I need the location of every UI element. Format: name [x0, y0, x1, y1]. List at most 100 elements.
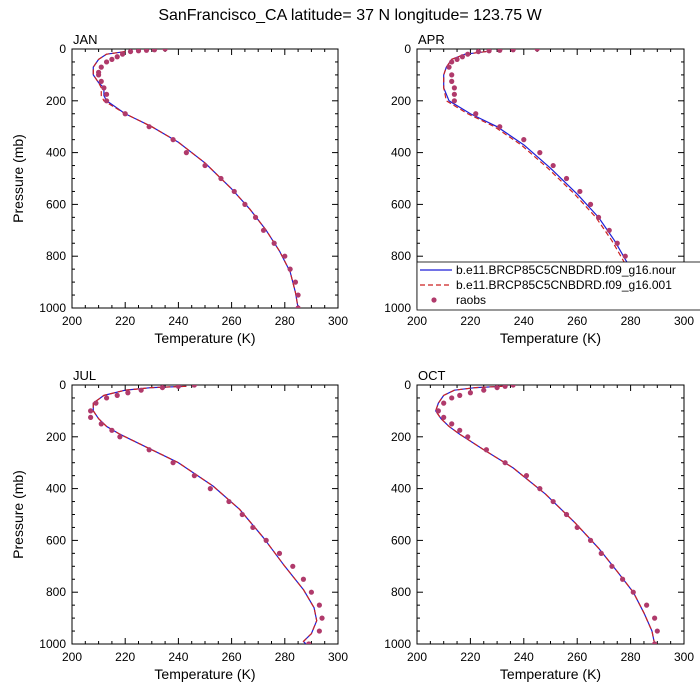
raobs-point — [652, 641, 658, 644]
y-tick-label: 200 — [391, 430, 411, 444]
raobs-point — [494, 385, 500, 391]
raobs-point — [441, 400, 447, 406]
x-tick-label: 260 — [567, 314, 587, 328]
x-tick-label: 200 — [407, 314, 427, 328]
y-tick-label: 600 — [46, 197, 66, 211]
raobs-point — [521, 137, 527, 143]
raobs-point — [282, 253, 288, 259]
raobs-point — [622, 253, 628, 259]
plot-frame — [416, 384, 685, 645]
raobs-point — [598, 550, 604, 556]
y-tick-label: 600 — [391, 197, 411, 211]
y-tick-label: 600 — [391, 533, 411, 547]
raobs-point — [457, 427, 463, 433]
raobs-point — [550, 162, 556, 169]
raobs-point — [226, 498, 232, 505]
y-tick-label: 200 — [46, 94, 66, 108]
x-axis: 200 220 240 260 280 300 — [62, 49, 348, 328]
raobs-point — [502, 385, 508, 389]
y-tick-label: 800 — [46, 249, 66, 263]
raobs-point — [250, 524, 256, 531]
y-tick-label: 800 — [391, 249, 411, 263]
x-axis-title: Temperature (K) — [500, 666, 601, 682]
series-line-001 — [435, 385, 656, 644]
raobs-point — [652, 615, 658, 621]
x-axis-title: Temperature (K) — [500, 330, 601, 346]
raobs-point — [103, 59, 110, 65]
raobs-point — [497, 124, 503, 130]
raobs-point — [109, 427, 115, 433]
panel-label: JUL — [73, 368, 96, 383]
raobs-point — [290, 563, 296, 569]
x-tick-label: 200 — [62, 314, 82, 328]
raobs-point — [435, 408, 441, 414]
x-axis: 200 220 240 260 280 300 — [62, 385, 348, 664]
y-tick-label: 0 — [404, 378, 411, 392]
series-group — [92, 49, 301, 308]
series-line-nour — [92, 50, 299, 308]
raobs-point — [300, 576, 307, 582]
raobs-point — [122, 111, 128, 117]
x-tick-label: 220 — [460, 650, 480, 664]
y-tick-label: 800 — [391, 585, 411, 599]
raobs-point — [143, 49, 150, 53]
raobs-point — [98, 64, 104, 70]
raobs-point — [138, 387, 144, 393]
raobs-point — [510, 385, 516, 388]
y-tick-label: 1000 — [384, 637, 411, 651]
raobs-point — [96, 72, 102, 78]
y-tick-label: 0 — [59, 378, 66, 392]
raobs-point — [191, 385, 197, 388]
raobs-point — [595, 214, 602, 220]
x-tick-label: 260 — [222, 650, 242, 664]
raobs-point — [101, 85, 107, 91]
legend-label: b.e11.BRCP85C5CNBDRD.f09_g16.001 — [456, 278, 672, 292]
series-line-001 — [443, 50, 642, 308]
raobs-point — [260, 227, 267, 233]
raobs-point — [609, 563, 615, 569]
x-tick-label: 300 — [674, 314, 694, 328]
x-tick-label: 220 — [115, 650, 135, 664]
panels: 200 220 240 260 280 300 0 200 400 600 800 1000 Tempe… — [10, 32, 694, 682]
raobs-point — [98, 421, 104, 427]
raobs-point — [465, 434, 471, 440]
raobs-point — [127, 49, 134, 55]
x-tick-label: 280 — [275, 650, 295, 664]
raobs-point — [523, 473, 530, 479]
y-tick-label: 1000 — [39, 301, 66, 315]
raobs-point — [459, 54, 465, 60]
raobs-point — [577, 188, 583, 195]
plot-frame — [71, 384, 339, 645]
series-line-nour — [435, 385, 656, 644]
y-tick-label: 400 — [391, 482, 411, 496]
raobs-point — [654, 628, 660, 634]
series-line-001 — [92, 50, 299, 308]
panel-label: JAN — [73, 32, 98, 47]
y-tick-label: 0 — [404, 42, 411, 56]
raobs-point — [486, 49, 492, 54]
raobs-point — [587, 537, 594, 544]
raobs-point — [170, 460, 176, 466]
y-tick-label: 600 — [46, 533, 66, 547]
series-group — [435, 385, 660, 644]
panel-jul: 200 220 240 260 280 300 0 200 400 600 800 1000 Tempe… — [10, 368, 348, 682]
x-tick-label: 300 — [674, 650, 694, 664]
raobs-point — [451, 98, 457, 104]
y-tick-label: 200 — [391, 94, 411, 108]
x-tick-label: 220 — [460, 314, 480, 328]
raobs-point — [510, 49, 516, 53]
y-axis-title: Pressure (mb) — [10, 134, 26, 223]
x-tick-label: 280 — [275, 314, 295, 328]
x-tick-label: 240 — [168, 314, 188, 328]
raobs-point — [292, 279, 299, 285]
y-tick-label: 400 — [46, 482, 66, 496]
raobs-point — [125, 390, 131, 396]
y-tick-label: 200 — [46, 430, 66, 444]
raobs-point — [135, 49, 142, 54]
y-tick-label: 400 — [391, 146, 411, 160]
raobs-point — [295, 305, 301, 308]
legend-label: b.e11.BRCP85C5CNBDRD.f09_g16.nour — [456, 263, 676, 277]
page-title: SanFrancisco_CA latitude= 37 N longitude… — [158, 7, 542, 24]
x-axis-title: Temperature (K) — [154, 330, 255, 346]
